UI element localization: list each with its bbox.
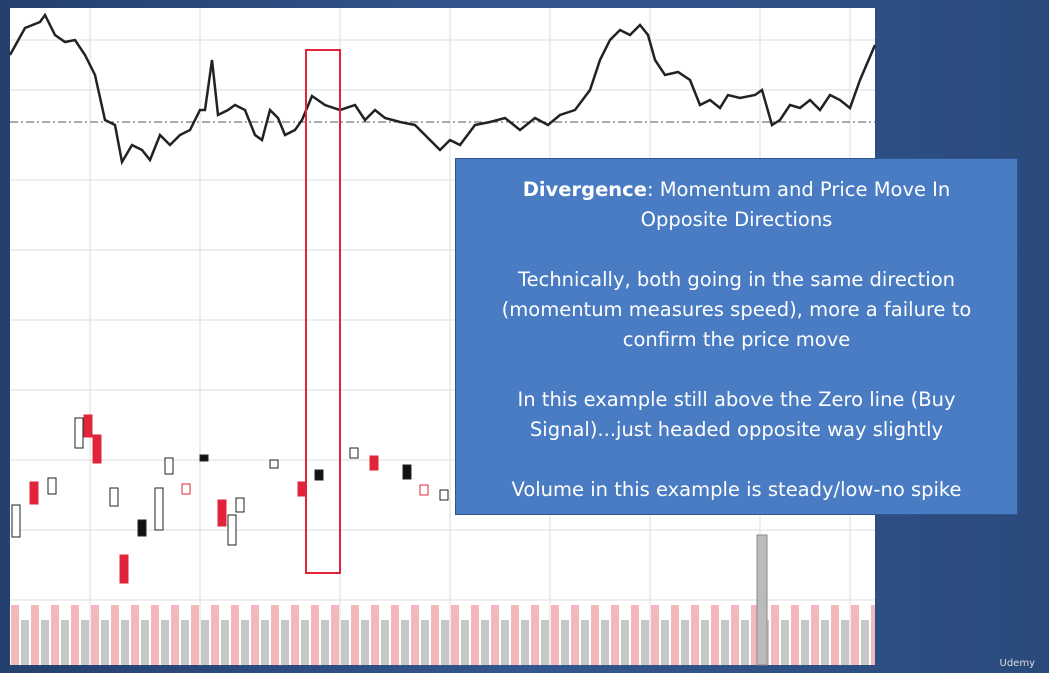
paragraph: In this example still above the Zero lin… — [517, 388, 956, 441]
highlight-box — [305, 49, 341, 574]
volume-spike — [756, 534, 768, 666]
candles — [11, 414, 449, 584]
title-rest: : Momentum and Price Move In Opposite Di… — [640, 178, 951, 231]
text-box: Divergence: Momentum and Price Move In O… — [455, 158, 1018, 515]
paragraph: Technically, both going in the same dire… — [501, 268, 972, 351]
momentum-line — [8, 12, 877, 166]
volume-bars — [10, 600, 875, 665]
title-bold: Divergence — [522, 178, 647, 201]
paragraph: Volume in this example is steady/low-no … — [511, 478, 962, 501]
box-title: Divergence: Momentum and Price Move In O… — [480, 175, 993, 235]
watermark: Udemy — [999, 658, 1035, 669]
